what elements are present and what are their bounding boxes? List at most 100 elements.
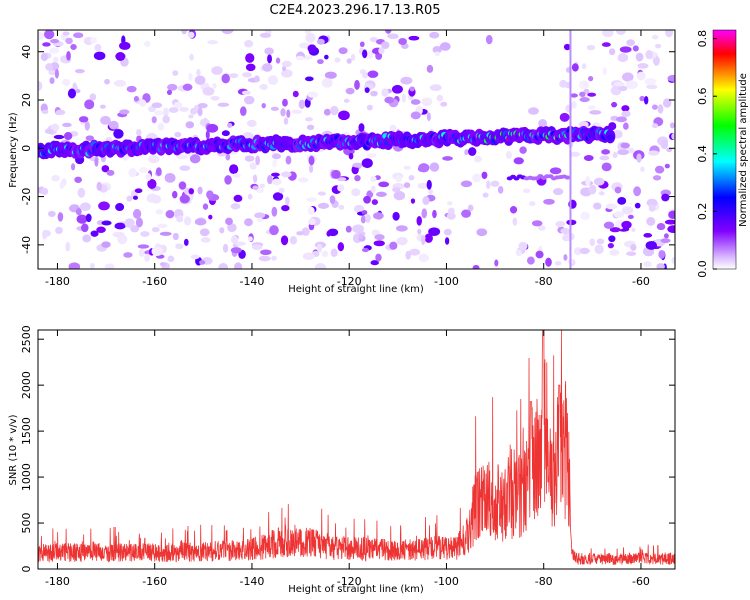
spectrogram-cell [417,182,428,189]
spectrogram-cell [494,259,499,267]
spectrogram-cell [601,149,611,155]
spectrogram-cell [395,225,408,232]
spectrogram-cell [282,98,288,107]
spectrogram-cell [54,68,59,79]
spectrogram-cell [613,82,625,87]
spectrogram-cell [70,163,76,171]
spectrogram-cell [367,49,374,59]
spectrogram-cell [472,173,482,183]
spectrogram-frame [37,29,676,270]
spectrogram-cell [241,90,252,95]
spectrogram-cell [261,102,266,109]
spectrogram-cell [426,179,432,190]
spectrogram-cell [620,142,630,149]
spectrogram-cell [648,204,656,212]
spectrogram-cell [384,96,395,104]
spectrogram-cell [272,192,284,201]
spectrogram-cell [302,252,315,261]
spectrogram-cell [55,226,63,235]
spectrogram-cell [569,151,581,157]
spectrogram-cell [651,34,659,40]
spectrogram-cell [62,78,71,86]
spectrogram-cell [617,149,629,156]
spectrogram-cell [57,212,64,222]
spectrogram-cell [108,120,119,130]
spectrogram-cell [370,260,379,266]
spectrogram-cell [424,233,433,243]
spectrogram-cell [611,101,618,108]
spectrogram-cell [656,222,666,231]
spectrogram-cell [183,216,192,226]
spectrogram-cell [564,175,571,180]
spectrogram-cell [101,165,110,173]
spectrogram-cell [486,180,491,189]
spectrogram-cell [267,75,279,85]
spectrogram-cell [429,84,442,92]
spectrogram-cell [281,69,293,78]
spectrogram-cell [48,69,57,76]
spectrogram-cell [176,154,188,160]
spectrogram-cell [337,177,347,182]
spectrogram-cell [221,73,230,84]
snr-x-axis: -180 -160 -140 -120 -100 -80 -60 [45,330,650,588]
spectrogram-cell [278,187,285,194]
spectrogram-cell [90,36,97,44]
spectrogram-cell [632,45,639,52]
spectrogram-cell [432,209,437,219]
spectrogram-cell [252,185,259,191]
spectrogram-cell [640,166,645,173]
spectrogram-cell [221,130,230,137]
spectrogram-x-axis: -180 -160 -140 -120 -100 -80 -60 [45,30,650,288]
spectrogram-y-label: Frequency (Hz) [8,112,19,188]
spectrogram-cell [594,244,604,255]
spectrogram-cell [101,220,112,226]
spectrogram-cell [207,40,219,45]
spectrogram-cell [225,153,231,161]
spectrogram-cell [75,89,81,94]
spectrogram-cell [286,109,291,118]
spectrogram-cell [159,231,172,236]
spectrogram-cell [93,51,106,61]
spectrogram-cell [608,48,616,56]
spectrogram-cell [396,236,408,246]
spectrogram-cell [573,247,582,256]
snr-x-tick-label: -120 [337,575,362,588]
snr-y-tick-label: 2000 [20,371,33,399]
spectrogram-cell [175,243,184,250]
spectrogram-cell [422,196,430,206]
spectrogram-cell [367,70,379,78]
spectrogram-cell [188,114,194,119]
spectrogram-cell [307,44,317,53]
spectrogram-cell [627,214,634,220]
spectrogram-y-tick-label: -40 [20,236,33,254]
spectrogram-cell [421,97,433,107]
spectrogram-cell [123,252,133,258]
spectrogram-cell [651,104,658,110]
spectrogram-cell [38,80,43,91]
spectrogram-cell [409,248,421,256]
spectrogram-cell [345,225,352,233]
spectrogram-cell [408,174,415,181]
spectrogram-cell [645,240,657,250]
spectrogram-cell [132,195,138,200]
spectrogram-cell [434,51,440,57]
spectrogram-cell [244,40,254,48]
spectrogram-cell [346,58,352,64]
spectrogram-cell [389,241,398,250]
spectrogram-cell [52,56,59,63]
spectrogram-cell [185,121,195,129]
spectrogram-cell [631,227,636,232]
spectrogram-cell [619,46,632,53]
spectrogram-cell [163,107,169,118]
spectrogram-cell [51,174,60,182]
spectrogram-cell [570,100,577,109]
spectrogram-cell [211,66,223,75]
spectrogram-cell [417,228,422,235]
spectrogram-cell [247,236,253,242]
spectrogram-cell [62,31,70,36]
spectrogram-cell [421,235,426,246]
spectrogram-cell [308,164,314,173]
spectrogram-cell [330,105,339,116]
spectrogram-x-tick-label: -100 [434,275,459,288]
